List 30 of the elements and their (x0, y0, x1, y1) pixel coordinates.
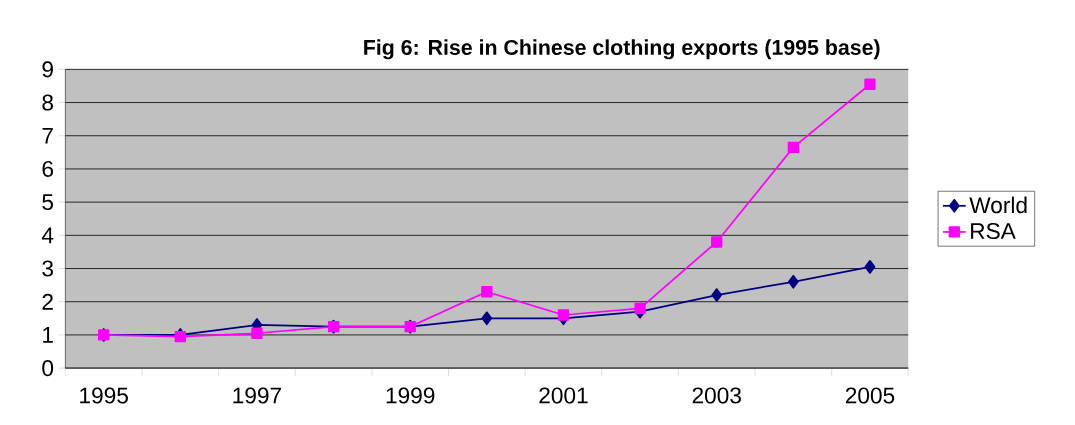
legend-label: World (969, 196, 1027, 214)
y-tick-label: 7 (42, 127, 53, 144)
point (634, 302, 646, 314)
y-tick-label: 4 (41, 227, 54, 243)
point (557, 309, 570, 321)
point (711, 236, 723, 248)
x-tick-label: 1997 (233, 387, 281, 404)
y-tick-label: 3 (42, 260, 53, 277)
x-tick-label: 2001 (539, 387, 588, 404)
y-tick-label: 5 (42, 194, 54, 210)
point (864, 78, 876, 90)
y-tick-label: 0 (42, 359, 54, 376)
x-tick-label: 1999 (386, 387, 435, 404)
point (787, 141, 800, 153)
point (711, 287, 723, 302)
y-tick-label: 1 (43, 326, 53, 343)
y-tick-label: 6 (42, 160, 53, 177)
chart-title: Fig 6: Rise in Chinese clothing exports (1995 base) (364, 39, 880, 60)
y-tick-label: 8 (42, 94, 54, 111)
point (481, 285, 493, 298)
y-tick-label: 9 (42, 61, 53, 78)
y-tick-label: 2 (42, 293, 53, 310)
point (251, 327, 263, 339)
point (864, 259, 876, 274)
x-tick-label: 2003 (692, 387, 741, 404)
x-tick-label: 1995 (80, 387, 128, 404)
point (481, 311, 493, 325)
x-tick-label: 2005 (845, 387, 895, 404)
legend-label: RSA (971, 222, 1016, 239)
point (787, 274, 799, 289)
